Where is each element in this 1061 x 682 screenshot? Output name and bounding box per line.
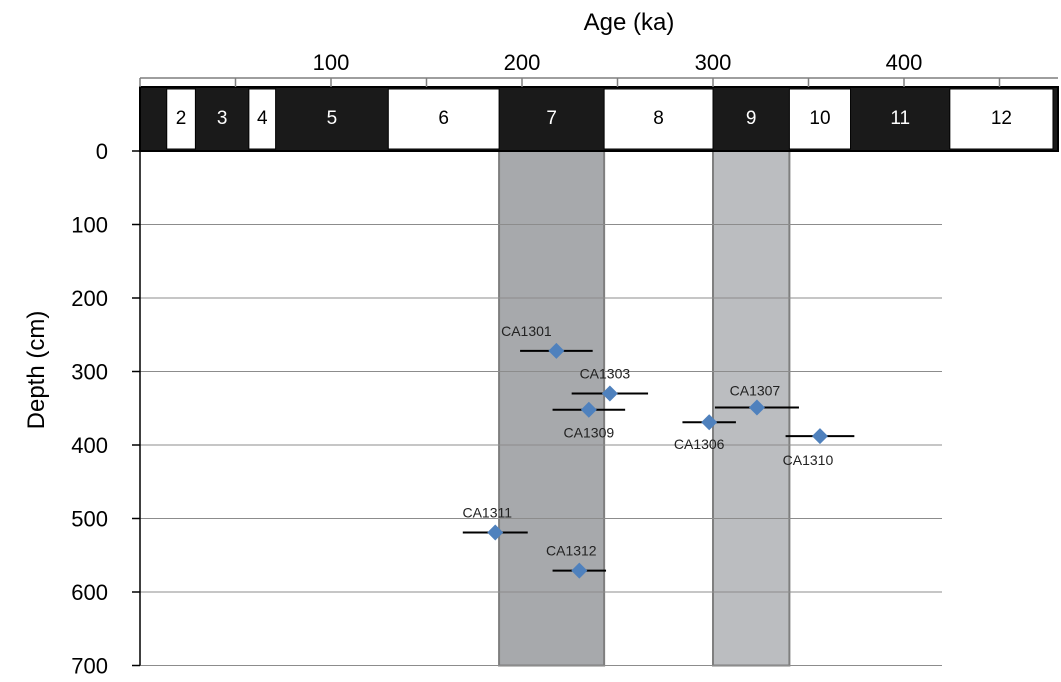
marker-CA1307 [748, 399, 765, 416]
x-axis-title: Age (ka) [584, 9, 675, 36]
y-tick-label-200: 200 [71, 286, 108, 311]
stage-box-10 [788, 88, 852, 150]
stage-label-9: 9 [746, 108, 757, 129]
marker-CA1310 [811, 428, 828, 445]
top-axis: 100 200 300 400 [139, 50, 1058, 87]
x-tick-label-200: 200 [504, 50, 541, 75]
marker-CA1309 [580, 401, 597, 418]
stage-label-6: 6 [438, 108, 449, 129]
stage-box-2 [166, 88, 196, 150]
marker-CA1312 [571, 562, 588, 579]
stage-label-7: 7 [546, 108, 557, 129]
marker-CA1301 [548, 342, 565, 359]
marker-CA1306 [701, 414, 718, 431]
y-axis-title: Depth (cm) [23, 311, 50, 430]
point-label-CA1307: CA1307 [730, 383, 781, 399]
point-label-CA1311: CA1311 [462, 504, 512, 520]
point-label-CA1312: CA1312 [546, 543, 597, 559]
point-label-CA1309: CA1309 [564, 425, 615, 441]
y-tick-label-400: 400 [71, 433, 108, 458]
stage-label-4: 4 [257, 108, 268, 129]
point-label-CA1303: CA1303 [580, 366, 631, 382]
stage-label-11: 11 [890, 108, 910, 129]
x-tick-label-100: 100 [313, 50, 350, 75]
y-tick-label-500: 500 [71, 507, 108, 532]
y-tick-label-700: 700 [71, 654, 108, 679]
marker-CA1303 [601, 385, 618, 402]
stage-label-3: 3 [217, 108, 228, 129]
grid-lines [140, 224, 942, 666]
y-tick-label-0: 0 [96, 139, 108, 164]
marker-CA1311 [487, 524, 504, 541]
point-label-CA1301: CA1301 [501, 323, 552, 339]
y-tick-label-600: 600 [71, 580, 108, 605]
x-tick-label-400: 400 [886, 50, 923, 75]
stage-label-12: 12 [991, 108, 1012, 129]
stage-box-4 [248, 88, 277, 150]
data-points: CA1301 CA1303 CA1309 CA1306 CA1307 CA1310 CA13… [462, 323, 855, 579]
stage-bar-background [140, 87, 1058, 151]
y-tick-label-100: 100 [71, 213, 108, 238]
stage-box-8 [603, 88, 714, 150]
y-tick-label-300: 300 [71, 360, 108, 385]
stage-box-12 [949, 88, 1054, 150]
point-label-CA1306: CA1306 [674, 436, 725, 452]
x-tick-label-300: 300 [695, 50, 732, 75]
left-axis: 0 100 200 300 400 500 600 700 [71, 139, 942, 679]
stage-label-10: 10 [809, 108, 830, 129]
stage-label-5: 5 [327, 108, 338, 129]
stage-box-6 [387, 88, 500, 150]
stage-label-8: 8 [653, 108, 664, 129]
isotope-stage-bar: 2 3 4 5 6 7 8 9 10 11 12 [139, 86, 1059, 152]
stage-label-2: 2 [176, 108, 187, 129]
point-label-CA1310: CA1310 [783, 452, 834, 468]
